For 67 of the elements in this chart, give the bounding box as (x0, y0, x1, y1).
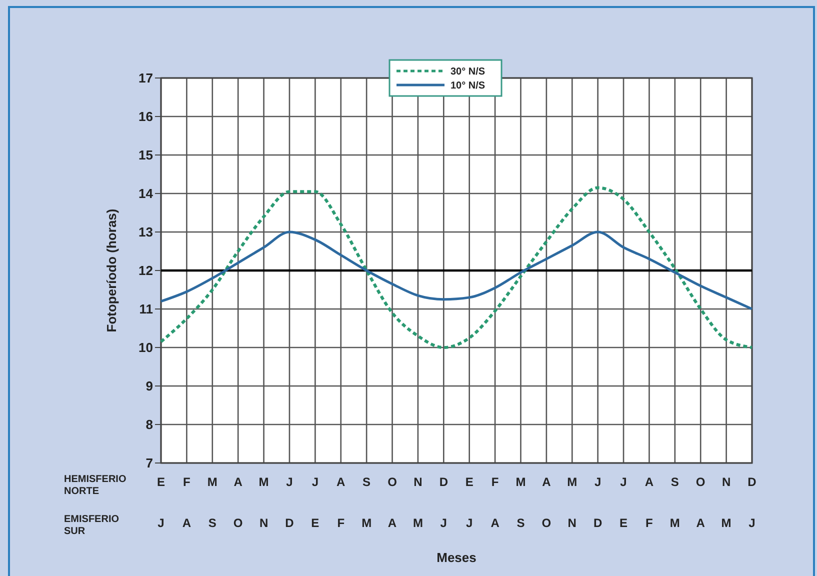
y-tick-label: 8 (146, 417, 153, 432)
text: J (748, 516, 756, 530)
text: A (182, 516, 192, 530)
text: O (233, 516, 243, 530)
x-tick-label: A (234, 475, 243, 489)
text: J (158, 516, 164, 530)
text: O (542, 516, 552, 530)
text: A (388, 516, 397, 530)
x-tick-label: A (542, 475, 552, 489)
x-tick-label: M (258, 475, 269, 489)
text: A (490, 516, 500, 530)
y-tick-label: 9 (146, 378, 153, 394)
text: F (646, 516, 653, 530)
text: HEMISFERIO NORTE (64, 474, 126, 497)
text: E (620, 516, 628, 530)
text: N (568, 516, 576, 530)
x-tick-label: J (594, 475, 602, 489)
text: D (593, 516, 602, 530)
x-tick-label: S (362, 475, 371, 489)
x-tick-label: S (670, 475, 679, 489)
x-axis-title: Meses (436, 550, 476, 565)
x-tick-label: E (465, 475, 474, 489)
x-tick-label: D (439, 475, 448, 489)
line-series (160, 230, 754, 310)
legend-label: 10° N/S (450, 80, 486, 92)
y-tick-label: 17 (138, 70, 153, 86)
x-tick-label: A (644, 475, 654, 489)
text: M (670, 516, 680, 530)
y-tick-label: 12 (138, 263, 153, 278)
x-tick-label: J (620, 475, 627, 489)
text: A (696, 516, 706, 530)
text: S (516, 516, 525, 530)
x-tick-label: M (567, 475, 578, 489)
text: S (208, 516, 216, 530)
x-tick-label: O (696, 475, 706, 489)
x-tick-label: O (388, 475, 397, 489)
x-tick-label: A (336, 475, 346, 489)
y-tick-label: 7 (146, 456, 153, 471)
x-tick-label: M (516, 475, 526, 489)
text: J (440, 516, 447, 530)
text: M (412, 516, 423, 530)
text: F (337, 516, 345, 530)
y-tick-label: 16 (138, 109, 153, 124)
x-tick-label: E (156, 475, 166, 489)
x-tick-label: M (207, 475, 218, 489)
x-tick-label: N (414, 475, 422, 489)
x-tick-label: F (183, 475, 190, 489)
x-tick-label: J (312, 475, 319, 489)
y-tick-label: 11 (139, 302, 153, 317)
text: M (721, 516, 732, 530)
text: D (285, 516, 294, 530)
y-tick-label: 10 (138, 340, 153, 356)
text: EMISFERIO SUR (64, 514, 120, 537)
line-series (160, 186, 754, 349)
y-tick-label: 15 (138, 148, 153, 163)
text: E (311, 516, 320, 530)
text: J (466, 516, 473, 530)
x-tick-label: D (748, 475, 757, 489)
legend-label: 30° N/S (450, 66, 486, 78)
y-tick-label: 13 (138, 224, 153, 240)
y-axis-title: Fotoperíodo (horas) (104, 208, 119, 332)
x-tick-label: J (286, 475, 293, 489)
x-tick-label: N (722, 475, 731, 489)
x-tick-label: F (491, 475, 499, 489)
text: N (259, 516, 268, 530)
text: M (362, 516, 372, 530)
y-tick-label: 14 (138, 186, 154, 202)
